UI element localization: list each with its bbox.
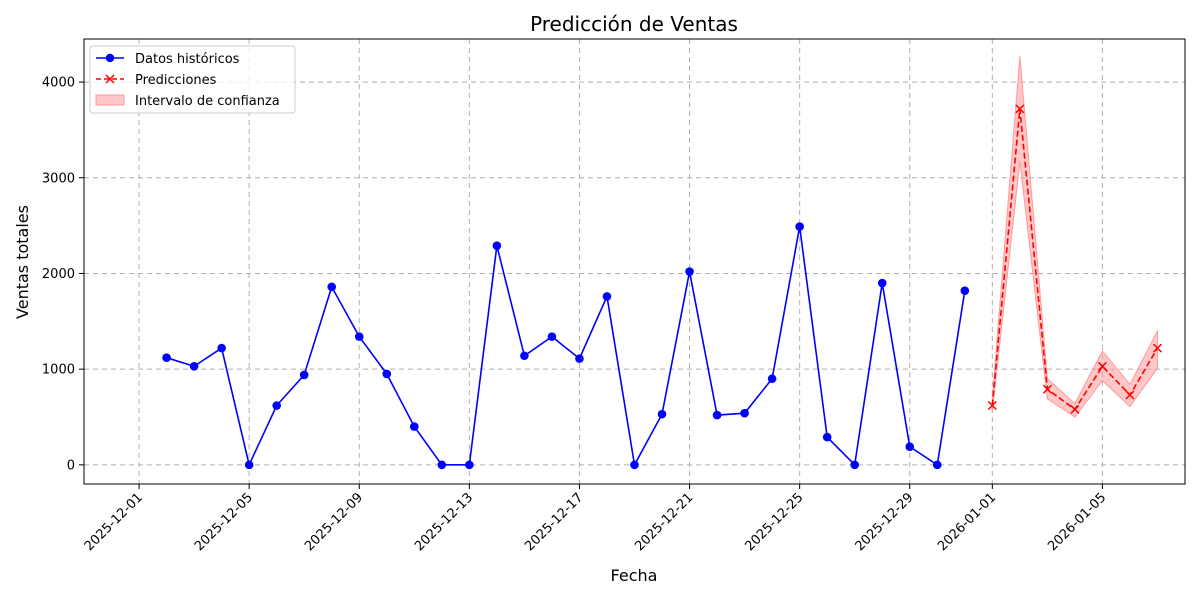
prediction-point bbox=[987, 400, 997, 411]
historical-point bbox=[492, 241, 502, 251]
historical-point bbox=[685, 267, 694, 276]
historical-point bbox=[905, 442, 915, 451]
historical-point bbox=[877, 278, 887, 288]
legend-item-predictions: Predicciones bbox=[96, 73, 217, 88]
x-tick-label: 2025-12-01 bbox=[82, 490, 146, 554]
chart-title: Predicción de Ventas bbox=[530, 12, 738, 36]
x-tick-label: 2026-01-05 bbox=[1045, 490, 1109, 554]
prediction-point bbox=[1097, 361, 1107, 371]
historical-point bbox=[189, 361, 199, 371]
historical-point bbox=[575, 354, 584, 363]
historical-point bbox=[272, 401, 281, 410]
historical-series bbox=[162, 222, 970, 470]
prediction-point bbox=[1070, 404, 1080, 414]
confidence-interval-band bbox=[991, 56, 1158, 418]
y-tick-label: 4000 bbox=[42, 76, 75, 91]
legend-predictions-marker-icon bbox=[105, 74, 115, 84]
historical-point bbox=[822, 432, 832, 442]
y-tick-label: 3000 bbox=[42, 171, 75, 186]
confidence-band bbox=[991, 56, 1158, 418]
legend-confidence-swatch-icon bbox=[95, 94, 125, 106]
historical-point bbox=[382, 369, 392, 379]
y-tick-label: 1000 bbox=[42, 363, 75, 378]
prediction-series bbox=[987, 104, 1163, 414]
historical-point bbox=[932, 460, 942, 470]
x-tick-label: 2025-12-25 bbox=[742, 490, 806, 554]
legend-historical-marker-icon bbox=[105, 53, 115, 63]
legend-item-confidence: Intervalo de confianza bbox=[95, 94, 280, 109]
historical-point bbox=[767, 374, 777, 384]
historical-point bbox=[712, 410, 722, 420]
historical-point bbox=[960, 286, 970, 295]
grid-lines bbox=[84, 39, 1185, 484]
historical-line bbox=[166, 226, 966, 468]
prediction-point bbox=[1042, 384, 1052, 394]
axes: 2025-12-01 2025-12-05 2025-12-09 2025-12-13… bbox=[42, 76, 1109, 555]
historical-point bbox=[547, 332, 557, 341]
historical-point bbox=[630, 460, 639, 470]
historical-point bbox=[327, 282, 337, 292]
legend-historical-label: Datos históricos bbox=[135, 52, 240, 67]
x-tick-label: 2025-12-09 bbox=[302, 490, 366, 554]
y-tick-label: 2000 bbox=[42, 267, 75, 282]
legend: Datos históricos Predicciones Intervalo … bbox=[89, 45, 296, 114]
x-tick-label: 2025-12-29 bbox=[853, 490, 917, 554]
legend-predictions-label: Predicciones bbox=[135, 73, 217, 88]
data-series bbox=[162, 104, 1163, 470]
y-axis-label: Ventas totales bbox=[13, 205, 32, 319]
historical-point bbox=[162, 353, 171, 362]
x-tick-label: 2025-12-17 bbox=[522, 490, 586, 554]
x-tick-label: 2025-12-21 bbox=[632, 490, 696, 554]
historical-point bbox=[602, 292, 612, 301]
historical-point bbox=[657, 409, 667, 419]
prediction-point bbox=[1152, 343, 1163, 353]
plot-frame bbox=[83, 38, 1186, 485]
legend-confidence-label: Intervalo de confianza bbox=[135, 94, 280, 109]
historical-point bbox=[437, 460, 447, 470]
legend-item-historical: Datos históricos bbox=[96, 52, 240, 67]
historical-point bbox=[244, 460, 254, 470]
legend-box bbox=[89, 45, 296, 114]
historical-point bbox=[299, 370, 309, 380]
historical-point bbox=[795, 222, 804, 231]
historical-point bbox=[217, 343, 226, 353]
historical-point bbox=[740, 408, 749, 418]
x-tick-label: 2025-12-05 bbox=[192, 490, 256, 554]
prediction-point bbox=[1015, 104, 1025, 114]
x-axis-label: Fecha bbox=[611, 566, 658, 585]
historical-point bbox=[410, 422, 419, 431]
x-tick-label: 2026-01-01 bbox=[935, 490, 999, 554]
historical-point bbox=[850, 460, 859, 470]
historical-point bbox=[520, 351, 529, 361]
x-tick-label: 2025-12-13 bbox=[412, 490, 476, 554]
historical-point bbox=[354, 332, 364, 341]
historical-point bbox=[465, 460, 474, 470]
prediction-point bbox=[1125, 390, 1135, 400]
y-tick-label: 0 bbox=[67, 458, 75, 473]
